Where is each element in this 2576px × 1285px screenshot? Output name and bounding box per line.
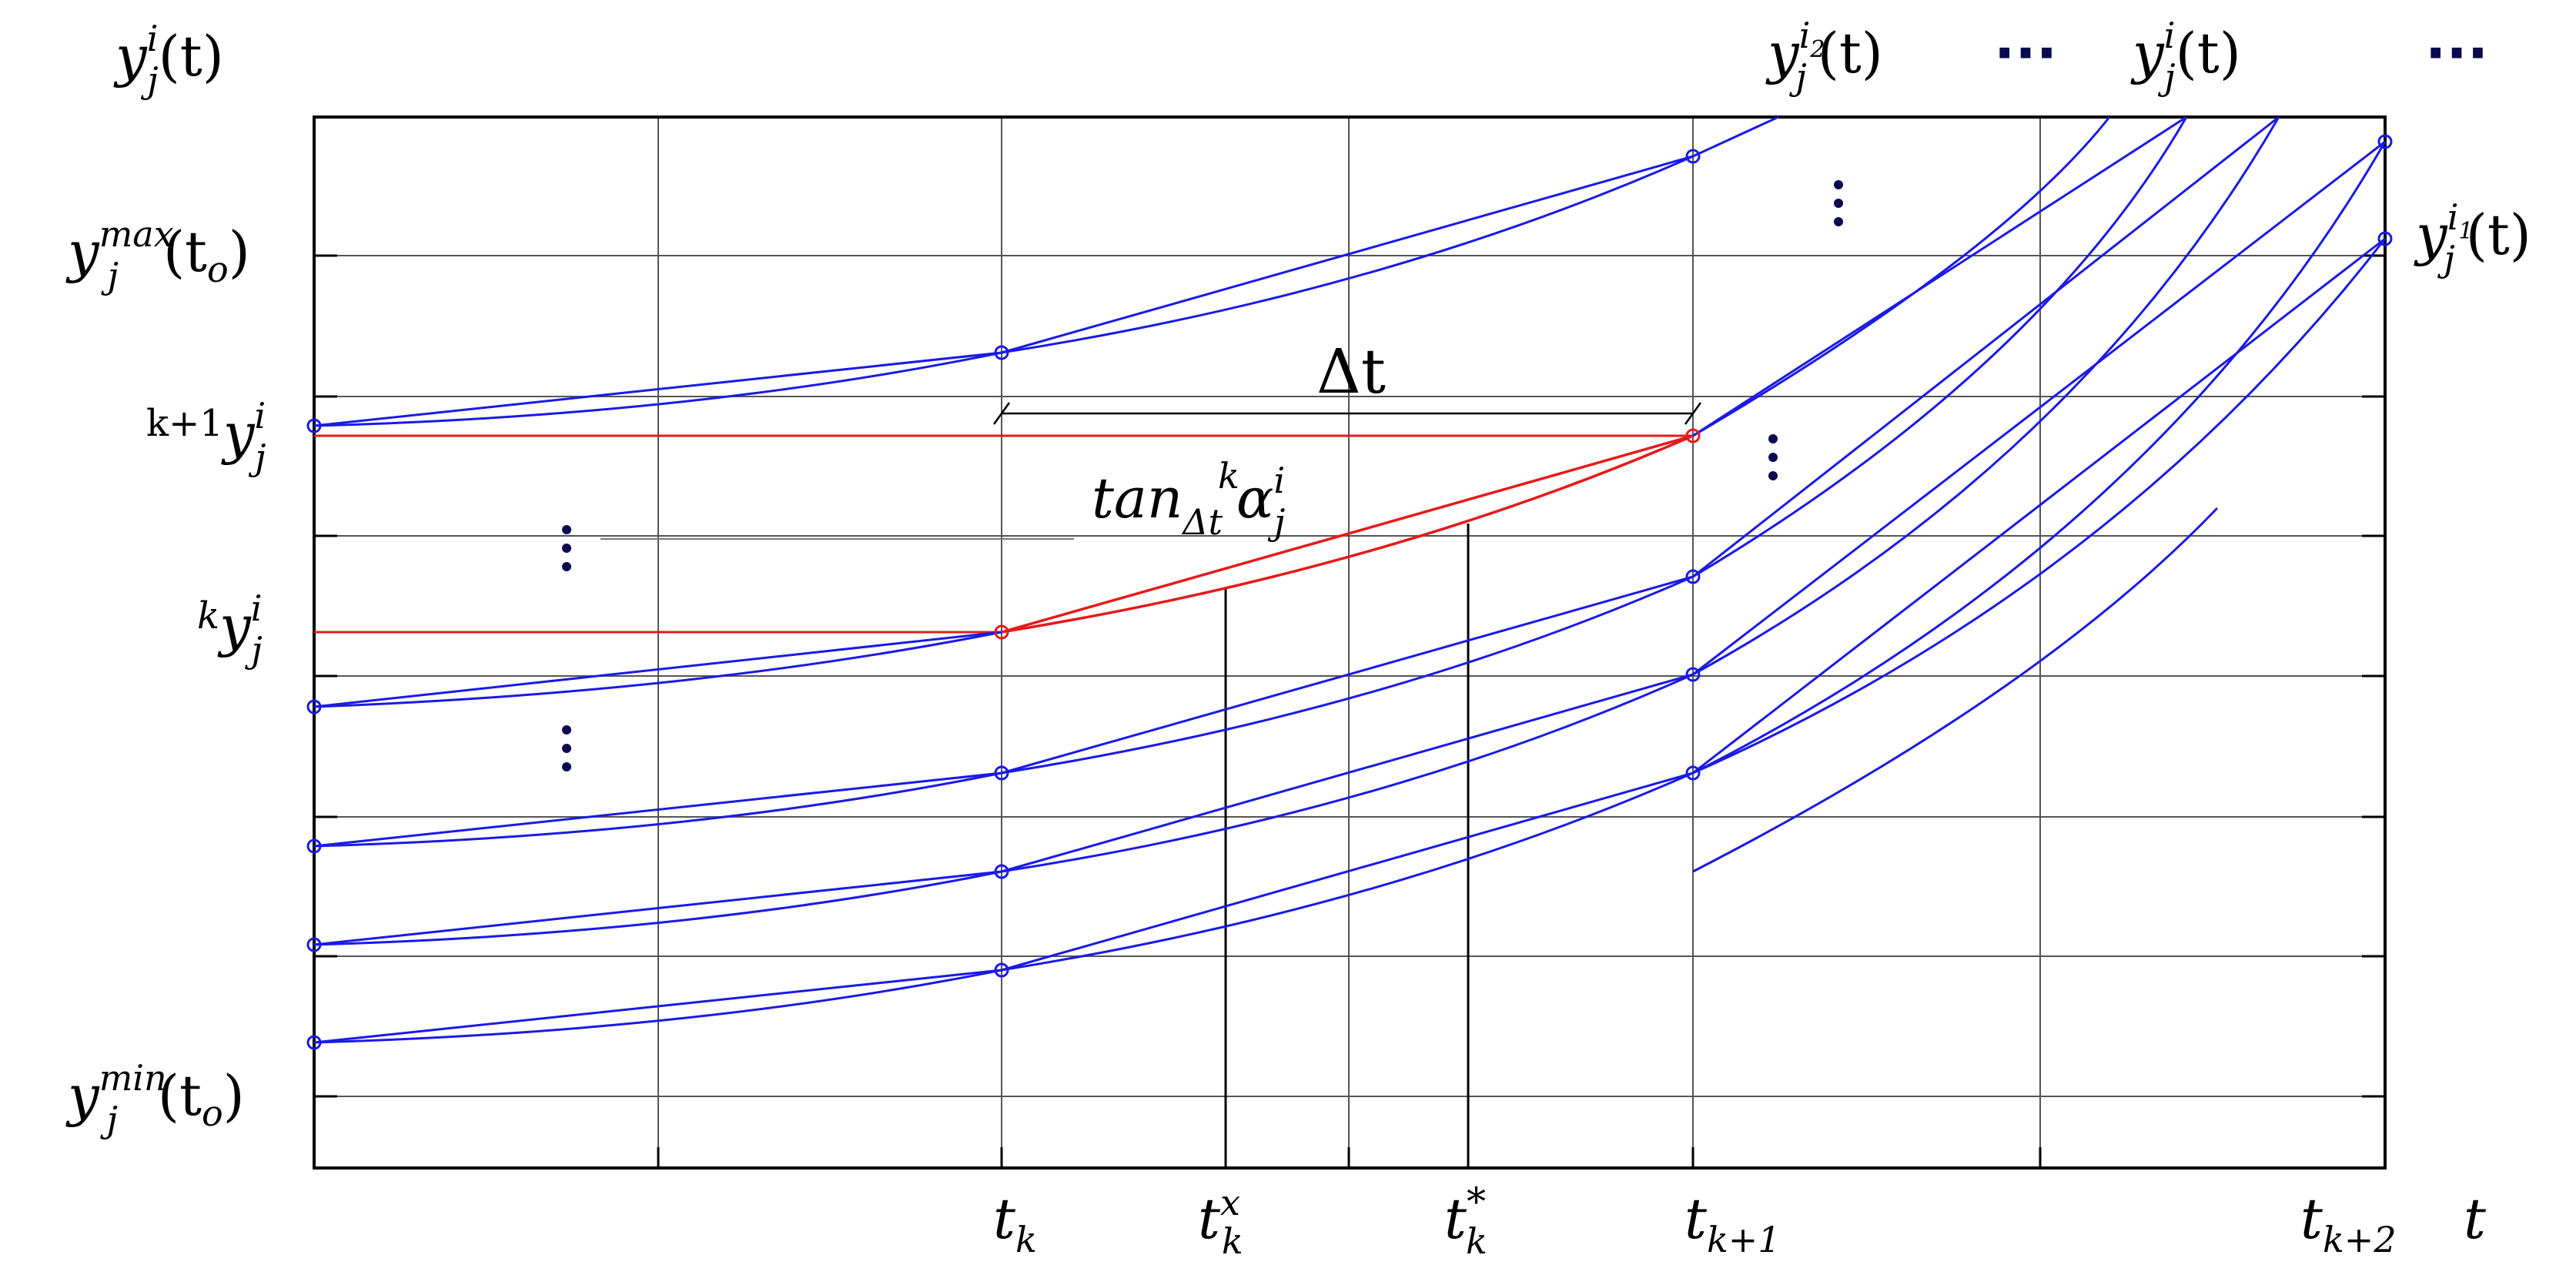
y-max-label: ymax j (to) bbox=[65, 213, 250, 296]
t-axis-label: t bbox=[2464, 1186, 2487, 1251]
ky-label: kyi j bbox=[197, 587, 263, 671]
t-k2-label: tk+2 bbox=[2300, 1186, 2397, 1260]
ticks bbox=[314, 254, 2385, 1168]
vertical-markers bbox=[1224, 524, 1470, 1168]
y-i-top-label: yi j(t) bbox=[2130, 15, 2241, 98]
trajectory-curves bbox=[313, 115, 2387, 1044]
highlight-nodes bbox=[994, 428, 1701, 640]
delta-t-bracket bbox=[992, 402, 1702, 425]
tan-alpha-label: tanΔtkαi j bbox=[1092, 455, 1285, 543]
y-i2-label: yi2 j (t) bbox=[1765, 15, 1883, 98]
y-i1-label: yi1 j (t) bbox=[2414, 196, 2531, 279]
t-kstar-label: t* k bbox=[1444, 1180, 1487, 1262]
vertical-ellipsis-marks bbox=[562, 180, 1843, 771]
t-kx-label: tx k bbox=[1198, 1182, 1243, 1262]
delta-t-label: Δt bbox=[1316, 336, 1386, 407]
k1y-label: k+1yi j bbox=[146, 395, 266, 478]
t-k-label: tk bbox=[993, 1186, 1037, 1260]
y-axis-label: yi j(t) bbox=[113, 18, 224, 101]
level-lines bbox=[314, 434, 1693, 634]
highlight-curve bbox=[1001, 434, 1694, 634]
nodes bbox=[306, 134, 2393, 1050]
plot-frame bbox=[313, 115, 2387, 1170]
ellipsis-top-1: ··· bbox=[1994, 21, 2057, 85]
grid bbox=[314, 117, 2385, 1168]
t-k1-label: tk+1 bbox=[1684, 1186, 1781, 1260]
ellipsis-top-2: ··· bbox=[2425, 21, 2488, 85]
y-min-label: ymin j (to) bbox=[65, 1057, 245, 1140]
